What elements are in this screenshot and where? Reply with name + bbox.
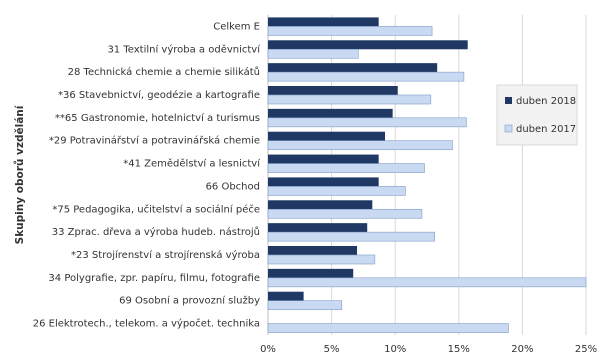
bar bbox=[267, 117, 467, 128]
bar bbox=[268, 86, 398, 95]
bar bbox=[268, 40, 468, 50]
bar bbox=[267, 48, 359, 59]
y-tick-label: *41 Zemědělství a lesnictví bbox=[123, 158, 261, 170]
bar bbox=[267, 323, 509, 333]
bar bbox=[267, 186, 406, 196]
x-tick-label: 25% bbox=[575, 344, 597, 355]
bar bbox=[267, 163, 425, 173]
bar bbox=[267, 231, 435, 242]
bar bbox=[267, 94, 432, 105]
legend-swatch bbox=[504, 124, 513, 133]
y-tick-label: 69 Osobní a provozní služby bbox=[119, 295, 260, 307]
legend-label: duben 2017 bbox=[516, 124, 576, 135]
legend-label: duben 2018 bbox=[516, 96, 576, 107]
bar bbox=[268, 200, 373, 210]
y-tick-label: 33 Zprac. dřeva a výroba hudeb. nástrojů bbox=[52, 226, 260, 238]
bar bbox=[268, 63, 438, 73]
y-tick-label: 28 Technická chemie a chemie silikátů bbox=[68, 66, 260, 78]
x-tick-label: 10% bbox=[384, 344, 406, 355]
bar bbox=[267, 26, 433, 36]
y-tick-label: 31 Textilní výroba a oděvnictví bbox=[107, 43, 261, 55]
legend-swatch bbox=[505, 97, 512, 104]
bar bbox=[268, 177, 379, 187]
bar bbox=[268, 291, 304, 301]
y-tick-label: *36 Stavebnictví, geodézie a kartografie bbox=[58, 89, 260, 101]
bar bbox=[267, 277, 587, 288]
x-tick-label: 5% bbox=[324, 344, 340, 355]
y-tick-label: *75 Pedagogika, učitelství a sociální pé… bbox=[52, 203, 260, 215]
bar bbox=[268, 108, 393, 118]
bar bbox=[267, 300, 343, 311]
y-tick-label: **65 Gastronomie, hotelnictví a turismus bbox=[55, 112, 260, 124]
y-tick-label: *23 Strojírenství a strojírenská výroba bbox=[71, 249, 260, 261]
y-axis-label: Skupiny oborů vzdělání bbox=[13, 104, 26, 244]
y-tick-label: Celkem E bbox=[213, 21, 260, 32]
y-tick-label: 34 Polygrafie, zpr. papíru, filmu, fotog… bbox=[48, 272, 260, 284]
bar bbox=[267, 254, 376, 265]
bar bbox=[268, 17, 379, 27]
bar bbox=[267, 208, 423, 219]
bar bbox=[267, 71, 465, 82]
bar bbox=[268, 268, 354, 278]
legend-box bbox=[496, 84, 578, 146]
bar bbox=[267, 140, 453, 151]
x-tick-label: 20% bbox=[511, 344, 533, 355]
x-tick-label: 0% bbox=[260, 344, 276, 355]
y-tick-label: 66 Obchod bbox=[206, 181, 260, 192]
y-tick-label: 26 Elektrotech., telekom. a výpočet. tec… bbox=[33, 318, 260, 330]
bar bbox=[268, 154, 379, 164]
bar bbox=[268, 246, 358, 255]
bar bbox=[268, 223, 368, 233]
x-tick-label: 15% bbox=[448, 344, 470, 355]
y-tick-label: *29 Potravinářství a potravinářská chemi… bbox=[49, 135, 260, 147]
bar bbox=[268, 131, 386, 141]
